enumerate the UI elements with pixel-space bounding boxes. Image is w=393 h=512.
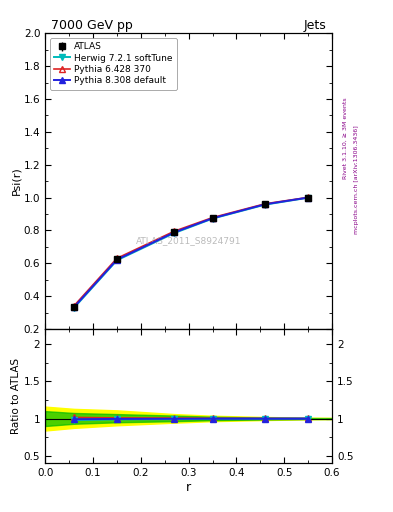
Text: mcplots.cern.ch [arXiv:1306.3436]: mcplots.cern.ch [arXiv:1306.3436] (354, 125, 358, 233)
Herwig 7.2.1 softTune (172, 230, 177, 236)
Legend: ATLAS, Herwig 7.2.1 softTune, Pythia 6.428 370, Pythia 8.308 default: ATLAS, Herwig 7.2.1 softTune, Pythia 6.4… (50, 38, 177, 90)
Text: Jets: Jets (304, 19, 326, 32)
Pythia 8.308 default (115, 257, 119, 263)
X-axis label: r: r (186, 481, 191, 494)
Text: 7000 GeV pp: 7000 GeV pp (51, 19, 133, 32)
Herwig 7.2.1 softTune (72, 305, 76, 311)
Herwig 7.2.1 softTune (115, 257, 119, 263)
Line: Herwig 7.2.1 softTune: Herwig 7.2.1 softTune (71, 195, 311, 311)
Pythia 6.428 370 (210, 215, 215, 221)
Pythia 8.308 default (210, 215, 215, 221)
Pythia 8.308 default (263, 201, 268, 207)
Line: Pythia 8.308 default: Pythia 8.308 default (71, 195, 311, 310)
Y-axis label: Ratio to ATLAS: Ratio to ATLAS (11, 358, 21, 434)
Line: Pythia 6.428 370: Pythia 6.428 370 (70, 194, 312, 309)
Pythia 6.428 370 (172, 228, 177, 234)
Pythia 6.428 370 (263, 201, 268, 207)
Pythia 8.308 default (172, 229, 177, 236)
Herwig 7.2.1 softTune (306, 195, 310, 201)
Pythia 8.308 default (306, 195, 310, 201)
Pythia 8.308 default (72, 304, 76, 310)
Pythia 6.428 370 (306, 195, 310, 201)
Pythia 6.428 370 (72, 303, 76, 309)
Text: Rivet 3.1.10, ≥ 3M events: Rivet 3.1.10, ≥ 3M events (343, 97, 347, 179)
Text: ATLAS_2011_S8924791: ATLAS_2011_S8924791 (136, 236, 241, 245)
Herwig 7.2.1 softTune (210, 216, 215, 222)
Pythia 6.428 370 (115, 255, 119, 262)
Herwig 7.2.1 softTune (263, 202, 268, 208)
Y-axis label: Psi(r): Psi(r) (11, 167, 21, 196)
